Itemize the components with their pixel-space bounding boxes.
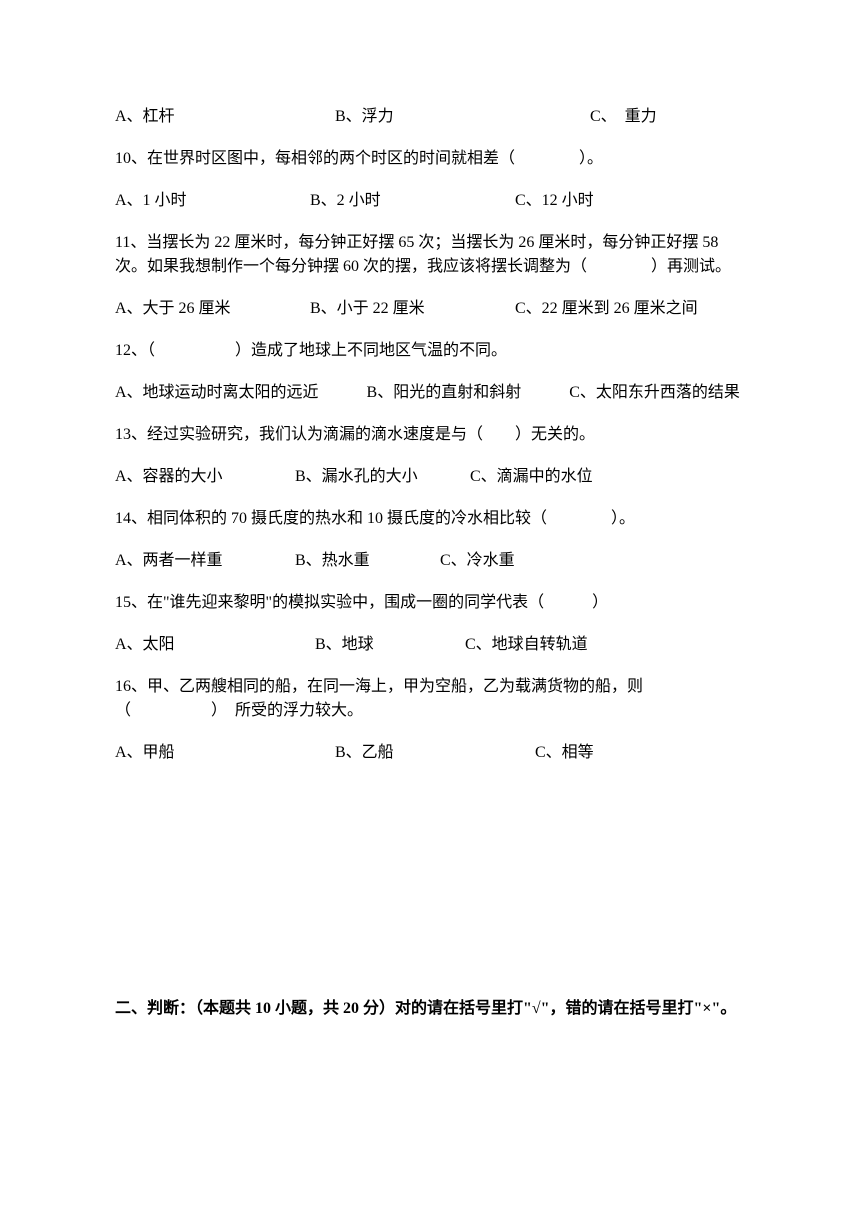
option-c: C、22 厘米到 26 厘米之间 (515, 297, 698, 321)
question-text: 12、（ ）造成了地球上不同地区气温的不同。 (115, 339, 745, 363)
question-15: 15、在"谁先迎来黎明"的模拟实验中，围成一圈的同学代表（ ） A、太阳 B、地… (115, 591, 745, 657)
question-text: 15、在"谁先迎来黎明"的模拟实验中，围成一圈的同学代表（ ） (115, 591, 745, 615)
option-b: B、热水重 (295, 549, 440, 573)
option-b: B、2 小时 (310, 189, 515, 213)
option-a: A、甲船 (115, 741, 335, 765)
question-text: 14、相同体积的 70 摄氏度的热水和 10 摄氏度的冷水相比较（ ）。 (115, 507, 745, 531)
question-text: 11、当摆长为 22 厘米时，每分钟正好摆 65 次；当摆长为 26 厘米时，每… (115, 231, 745, 279)
option-b: B、地球 (315, 633, 465, 657)
option-a: A、杠杆 (115, 105, 335, 129)
question-10: 10、在世界时区图中，每相邻的两个时区的时间就相差（ ）。 A、1 小时 B、2… (115, 147, 745, 213)
option-all: A、地球运动时离太阳的远近 B、阳光的直射和斜射 C、太阳东升西落的结果 (115, 381, 740, 405)
question-14: 14、相同体积的 70 摄氏度的热水和 10 摄氏度的冷水相比较（ ）。 A、两… (115, 507, 745, 573)
option-a: A、容器的大小 (115, 465, 295, 489)
section-2-header: 二、判断：（本题共 10 小题，共 20 分）对的请在括号里打"√"，错的请在括… (115, 995, 745, 1022)
option-c: C、地球自转轨道 (465, 633, 588, 657)
option-b: B、小于 22 厘米 (310, 297, 515, 321)
option-row: A、两者一样重 B、热水重 C、冷水重 (115, 549, 745, 573)
question-text: 13、经过实验研究，我们认为滴漏的滴水速度是与（ ）无关的。 (115, 423, 745, 447)
option-c: C、 重力 (590, 105, 657, 129)
option-a: A、太阳 (115, 633, 315, 657)
option-row: A、地球运动时离太阳的远近 B、阳光的直射和斜射 C、太阳东升西落的结果 (115, 381, 745, 405)
question-11: 11、当摆长为 22 厘米时，每分钟正好摆 65 次；当摆长为 26 厘米时，每… (115, 231, 745, 321)
question-16: 16、甲、乙两艘相同的船，在同一海上，甲为空船，乙为载满货物的船，则（ ） 所受… (115, 675, 745, 765)
option-c: C、冷水重 (440, 549, 515, 573)
question-12: 12、（ ）造成了地球上不同地区气温的不同。 A、地球运动时离太阳的远近 B、阳… (115, 339, 745, 405)
option-row: A、甲船 B、乙船 C、相等 (115, 741, 745, 765)
option-c: C、滴漏中的水位 (470, 465, 593, 489)
option-b: B、乙船 (335, 741, 535, 765)
question-text: 10、在世界时区图中，每相邻的两个时区的时间就相差（ ）。 (115, 147, 745, 171)
option-b: B、浮力 (335, 105, 590, 129)
question-text: 16、甲、乙两艘相同的船，在同一海上，甲为空船，乙为载满货物的船，则（ ） 所受… (115, 675, 745, 723)
option-row: A、容器的大小 B、漏水孔的大小 C、滴漏中的水位 (115, 465, 745, 489)
option-row: A、大于 26 厘米 B、小于 22 厘米 C、22 厘米到 26 厘米之间 (115, 297, 745, 321)
option-c: C、12 小时 (515, 189, 594, 213)
option-b: B、漏水孔的大小 (295, 465, 470, 489)
option-c: C、相等 (535, 741, 594, 765)
option-a: A、大于 26 厘米 (115, 297, 310, 321)
option-a: A、两者一样重 (115, 549, 295, 573)
option-row: A、1 小时 B、2 小时 C、12 小时 (115, 189, 745, 213)
option-a: A、1 小时 (115, 189, 310, 213)
question-13: 13、经过实验研究，我们认为滴漏的滴水速度是与（ ）无关的。 A、容器的大小 B… (115, 423, 745, 489)
question-9-options: A、杠杆 B、浮力 C、 重力 (115, 105, 745, 129)
option-row: A、杠杆 B、浮力 C、 重力 (115, 105, 745, 129)
option-row: A、太阳 B、地球 C、地球自转轨道 (115, 633, 745, 657)
